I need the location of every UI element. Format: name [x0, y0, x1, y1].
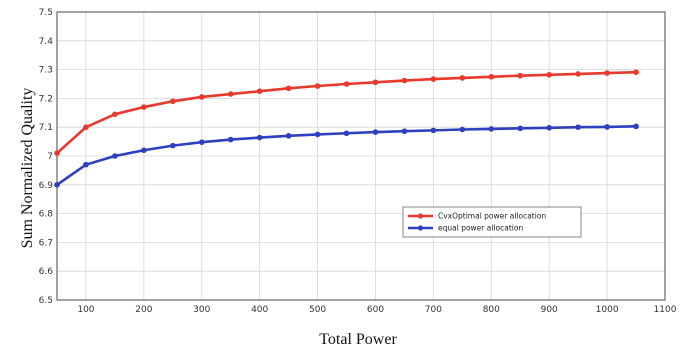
- series-1-point-15: [488, 126, 495, 132]
- x-tick-label-8: 900: [541, 305, 558, 315]
- y-axis-title: Sum Normalized Quality: [19, 88, 36, 249]
- y-tick-label-0: 6.5: [39, 296, 53, 306]
- y-tick-label-4: 6.9: [39, 181, 54, 191]
- series-1-point-7: [256, 134, 263, 141]
- series-0-point-7: [256, 88, 263, 94]
- series-1-point-19: [604, 124, 610, 130]
- series-1-point-1: [83, 161, 89, 168]
- series-0-point-1: [83, 124, 89, 130]
- y-tick-label-3: 6.8: [39, 210, 54, 220]
- series-0-point-8: [285, 85, 292, 92]
- x-tick-label-7: 800: [483, 305, 500, 315]
- y-tick-label-6: 7.1: [39, 123, 53, 133]
- legend-marker-1: [417, 225, 424, 231]
- series-0-point-0: [54, 150, 60, 156]
- series-0-point-2: [112, 111, 118, 118]
- series-1-point-3: [141, 147, 147, 154]
- series-0-point-18: [575, 71, 581, 77]
- series-1-point-14: [459, 126, 466, 133]
- series-1-point-9: [314, 131, 321, 138]
- y-tick-label-2: 6.7: [39, 238, 53, 248]
- series-0-point-10: [343, 81, 350, 87]
- legend-marker-0: [417, 213, 424, 219]
- series-1-point-4: [170, 142, 176, 149]
- series-1-point-17: [546, 124, 552, 131]
- series-1-point-10: [343, 130, 350, 137]
- series-0-point-6: [227, 91, 234, 97]
- x-tick-label-4: 500: [309, 305, 326, 315]
- series-0-point-14: [459, 75, 466, 81]
- x-tick-label-1: 200: [135, 305, 152, 315]
- series-1-point-20: [633, 123, 639, 130]
- series-1-point-0: [54, 182, 60, 188]
- legend-box: [402, 206, 582, 238]
- series-1-point-11: [372, 129, 379, 135]
- plot-area: 100 200 300 400 500 600 700 800 900 1000 1100 6.5 6.…: [39, 8, 677, 315]
- plot-frame: [56, 11, 666, 301]
- series-0-point-20: [633, 69, 639, 75]
- series-1-point-18: [575, 124, 581, 130]
- legend-label-0: CvxOptimal power allocation: [438, 212, 546, 221]
- x-axis-title: Total Power: [319, 331, 397, 348]
- series-1-point-12: [401, 128, 408, 135]
- series-0-point-12: [401, 77, 408, 84]
- y-tick-label-9: 7.4: [39, 37, 54, 47]
- x-tick-label-5: 600: [367, 305, 384, 315]
- y-tick-label-5: 7: [47, 152, 53, 162]
- series-0-point-19: [604, 70, 610, 76]
- y-tick-label-1: 6.6: [39, 267, 54, 277]
- y-tick-label-8: 7.3: [39, 66, 53, 76]
- series-0-point-17: [546, 71, 552, 78]
- x-tick-label-3: 400: [251, 305, 268, 315]
- series-0-point-3: [141, 104, 147, 110]
- series-1-point-2: [112, 153, 118, 159]
- series-0-point-16: [517, 72, 524, 79]
- series-1-point-5: [198, 139, 205, 145]
- x-tick-label-6: 700: [425, 305, 442, 315]
- series-0-point-5: [198, 94, 205, 100]
- series-0-point-4: [170, 98, 176, 105]
- series-0-point-15: [488, 74, 495, 80]
- legend-label-1: equal power allocation: [438, 224, 523, 233]
- x-tick-label-9: 1000: [596, 305, 619, 315]
- series-1-point-16: [517, 125, 524, 132]
- x-tick-label-10: 1100: [654, 305, 677, 315]
- y-tick-label-7: 7.2: [39, 94, 53, 104]
- x-tick-label-0: 100: [77, 305, 94, 315]
- x-tick-label-2: 300: [193, 305, 210, 315]
- series-1-point-13: [430, 127, 437, 134]
- series-0-point-9: [314, 83, 321, 89]
- series-0-point-13: [430, 76, 437, 82]
- series-1-point-6: [227, 136, 234, 143]
- series-0-point-11: [372, 79, 379, 86]
- series-1-point-8: [285, 133, 292, 139]
- y-tick-label-10: 7.5: [39, 8, 53, 18]
